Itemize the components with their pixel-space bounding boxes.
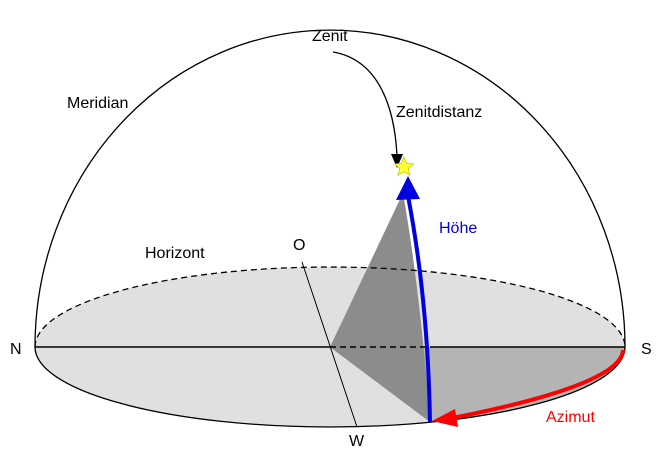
azimuth-arrowhead — [432, 409, 458, 427]
horizon-label: Horizont — [145, 245, 205, 262]
vertical-plane — [330, 193, 430, 422]
meridian-label: Meridian — [67, 95, 128, 112]
meridian-arc — [34, 29, 626, 348]
horizon-front-edge — [34, 346, 626, 428]
east-west-line — [301, 261, 358, 428]
north-label: N — [10, 341, 22, 358]
altitude-label: Höhe — [439, 220, 477, 237]
azimuth-label: Azimut — [546, 409, 595, 426]
altitude-arrowhead — [396, 176, 420, 200]
zenith-label: Zenit — [312, 28, 348, 45]
zenith-distance-arc — [332, 51, 398, 158]
east-label: O — [293, 237, 305, 254]
south-label: S — [641, 341, 652, 358]
zenith-distance-label: Zenitdistanz — [396, 104, 482, 121]
azimuth-arc — [451, 349, 625, 420]
altitude-arc — [406, 195, 432, 423]
west-label: W — [349, 433, 365, 450]
horizon-back-edge — [34, 266, 626, 348]
star-icon — [393, 155, 415, 177]
zenith-distance-arrowhead — [391, 154, 403, 168]
